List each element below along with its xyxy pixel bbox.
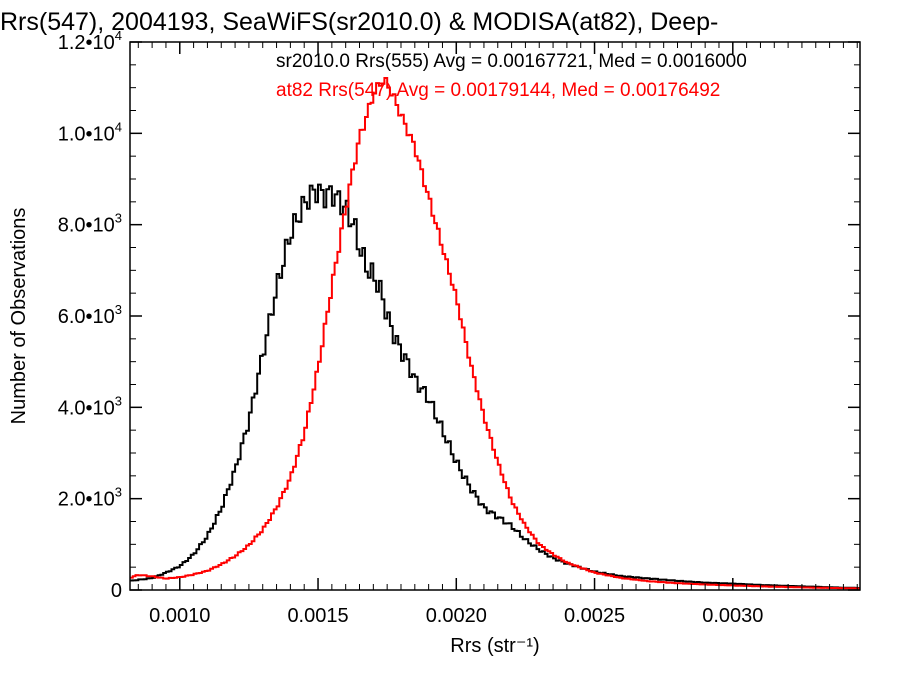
series-line-0 — [130, 183, 860, 589]
y-tick-exponent: 3 — [115, 302, 122, 317]
plot-frame — [129, 41, 861, 591]
y-axis-label: Number of Observations — [8, 208, 30, 425]
x-tick-label: 0.0020 — [426, 605, 487, 627]
y-tick-exponent: 4 — [115, 119, 122, 134]
y-tick-label: 4.0•103 — [58, 393, 122, 419]
y-tick-label: 6.0•103 — [58, 302, 122, 328]
x-tick-label: 0.0015 — [287, 605, 348, 627]
y-tick-mantissa: 0 — [111, 580, 122, 602]
y-tick-label: 8.0•103 — [58, 211, 122, 237]
x-axis: 0.0010 0.0015 0.0020 0.0025 0.0030 — [137, 42, 858, 627]
x-tick-label: 0.0030 — [702, 605, 763, 627]
y-tick-label: 1.0•104 — [58, 119, 122, 145]
y-tick-exponent: 3 — [115, 393, 122, 408]
y-tick-label: 2.0•103 — [58, 485, 122, 511]
y-tick-mantissa: 4.0•10 — [58, 397, 115, 419]
x-tick-label: 0.0025 — [564, 605, 625, 627]
y-tick-exponent: 3 — [115, 485, 122, 500]
y-tick-mantissa: 1.0•10 — [58, 123, 115, 145]
legend-entry-modisa: at82 Rrs(547) Avg = 0.00179144, Med = 0.… — [276, 80, 720, 101]
y-tick-label: 0 — [111, 580, 122, 602]
y-tick-exponent: 4 — [115, 28, 122, 43]
legend-entry-seawifs: sr2010.0 Rrs(555) Avg = 0.00167721, Med … — [276, 51, 747, 72]
y-tick-mantissa: 8.0•10 — [58, 215, 115, 237]
series-line-1 — [130, 77, 860, 590]
y-axis: 02.0•1034.0•1036.0•1038.0•1031.0•1041.2•… — [58, 28, 860, 602]
y-tick-mantissa: 6.0•10 — [58, 306, 115, 328]
y-tick-mantissa: 2.0•10 — [58, 489, 115, 511]
y-tick-exponent: 3 — [115, 211, 122, 226]
y-tick-label: 1.2•104 — [58, 28, 122, 54]
x-tick-label: 0.0010 — [149, 605, 210, 627]
chart-title: Rrs(547), 2004193, SeaWiFS(sr2010.0) & M… — [0, 8, 718, 36]
y-tick-mantissa: 1.2•10 — [58, 32, 115, 54]
x-axis-label: Rrs (str⁻¹) — [450, 635, 539, 657]
series-layer — [130, 77, 860, 590]
